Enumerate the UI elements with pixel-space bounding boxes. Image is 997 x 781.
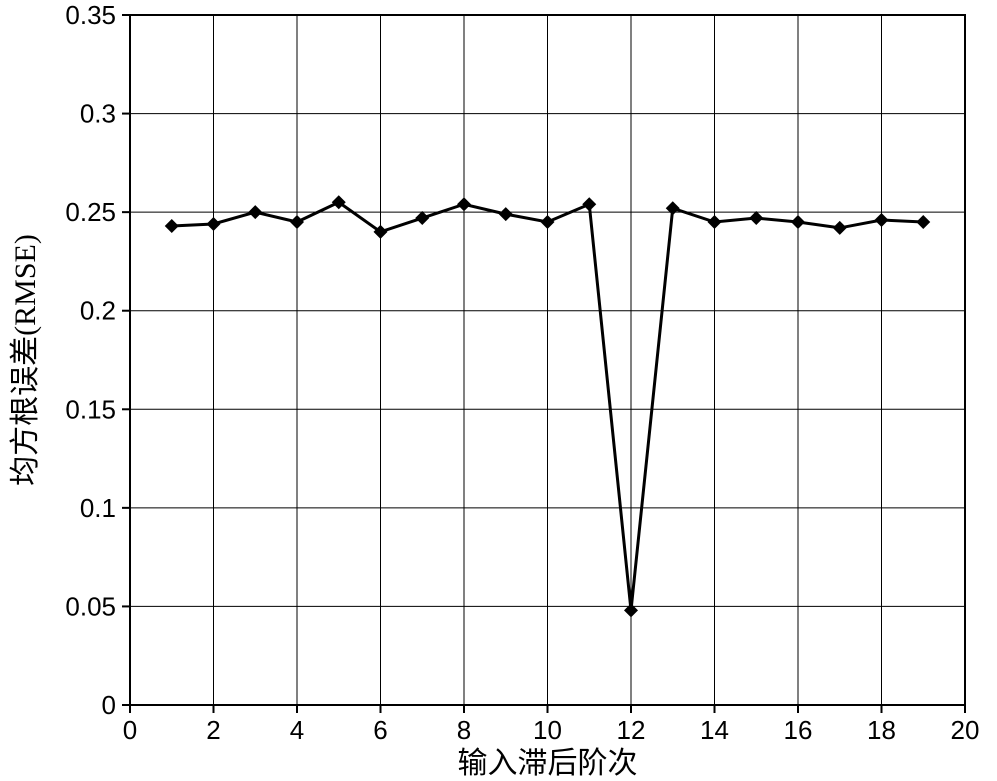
xtick-label: 4 <box>290 715 304 745</box>
data-marker <box>207 217 221 231</box>
data-marker <box>415 211 429 225</box>
data-marker <box>541 215 555 229</box>
ytick-label: 0.1 <box>80 493 116 523</box>
ytick-label: 0.05 <box>65 591 116 621</box>
xtick-label: 6 <box>373 715 387 745</box>
ytick-label: 0.35 <box>65 0 116 30</box>
data-marker <box>708 215 722 229</box>
ytick-label: 0.25 <box>65 197 116 227</box>
xtick-label: 16 <box>784 715 813 745</box>
line-chart: 0 2 4 6 8 10 12 14 16 18 20 0 0.05 0.1 0.15 0.2 0.25 0.3 0… <box>0 0 997 781</box>
data-marker <box>165 219 179 233</box>
data-marker <box>833 221 847 235</box>
data-marker <box>749 211 763 225</box>
xtick-label: 18 <box>867 715 896 745</box>
data-marker <box>875 213 889 227</box>
x-axis-label: 输入滞后阶次 <box>458 747 638 780</box>
ytick-label: 0.15 <box>65 394 116 424</box>
data-marker <box>290 215 304 229</box>
data-marker <box>791 215 805 229</box>
data-marker <box>499 207 513 221</box>
ytick-label: 0.2 <box>80 296 116 326</box>
data-marker <box>666 201 680 215</box>
xtick-label: 10 <box>533 715 562 745</box>
ytick-label: 0.3 <box>80 99 116 129</box>
chart-container: 0 2 4 6 8 10 12 14 16 18 20 0 0.05 0.1 0.15 0.2 0.25 0.3 0… <box>0 0 997 781</box>
data-marker <box>248 205 262 219</box>
data-marker <box>457 197 471 211</box>
data-marker <box>916 215 930 229</box>
ytick-label: 0 <box>102 690 116 720</box>
xtick-label: 20 <box>951 715 980 745</box>
xtick-label: 12 <box>617 715 646 745</box>
xtick-label: 8 <box>457 715 471 745</box>
data-marker <box>582 197 596 211</box>
xtick-label: 0 <box>123 715 137 745</box>
xtick-label: 2 <box>206 715 220 745</box>
xtick-label: 14 <box>700 715 729 745</box>
data-marker <box>624 603 638 617</box>
y-axis-label: 均方根误差(RMSE) <box>9 234 42 486</box>
